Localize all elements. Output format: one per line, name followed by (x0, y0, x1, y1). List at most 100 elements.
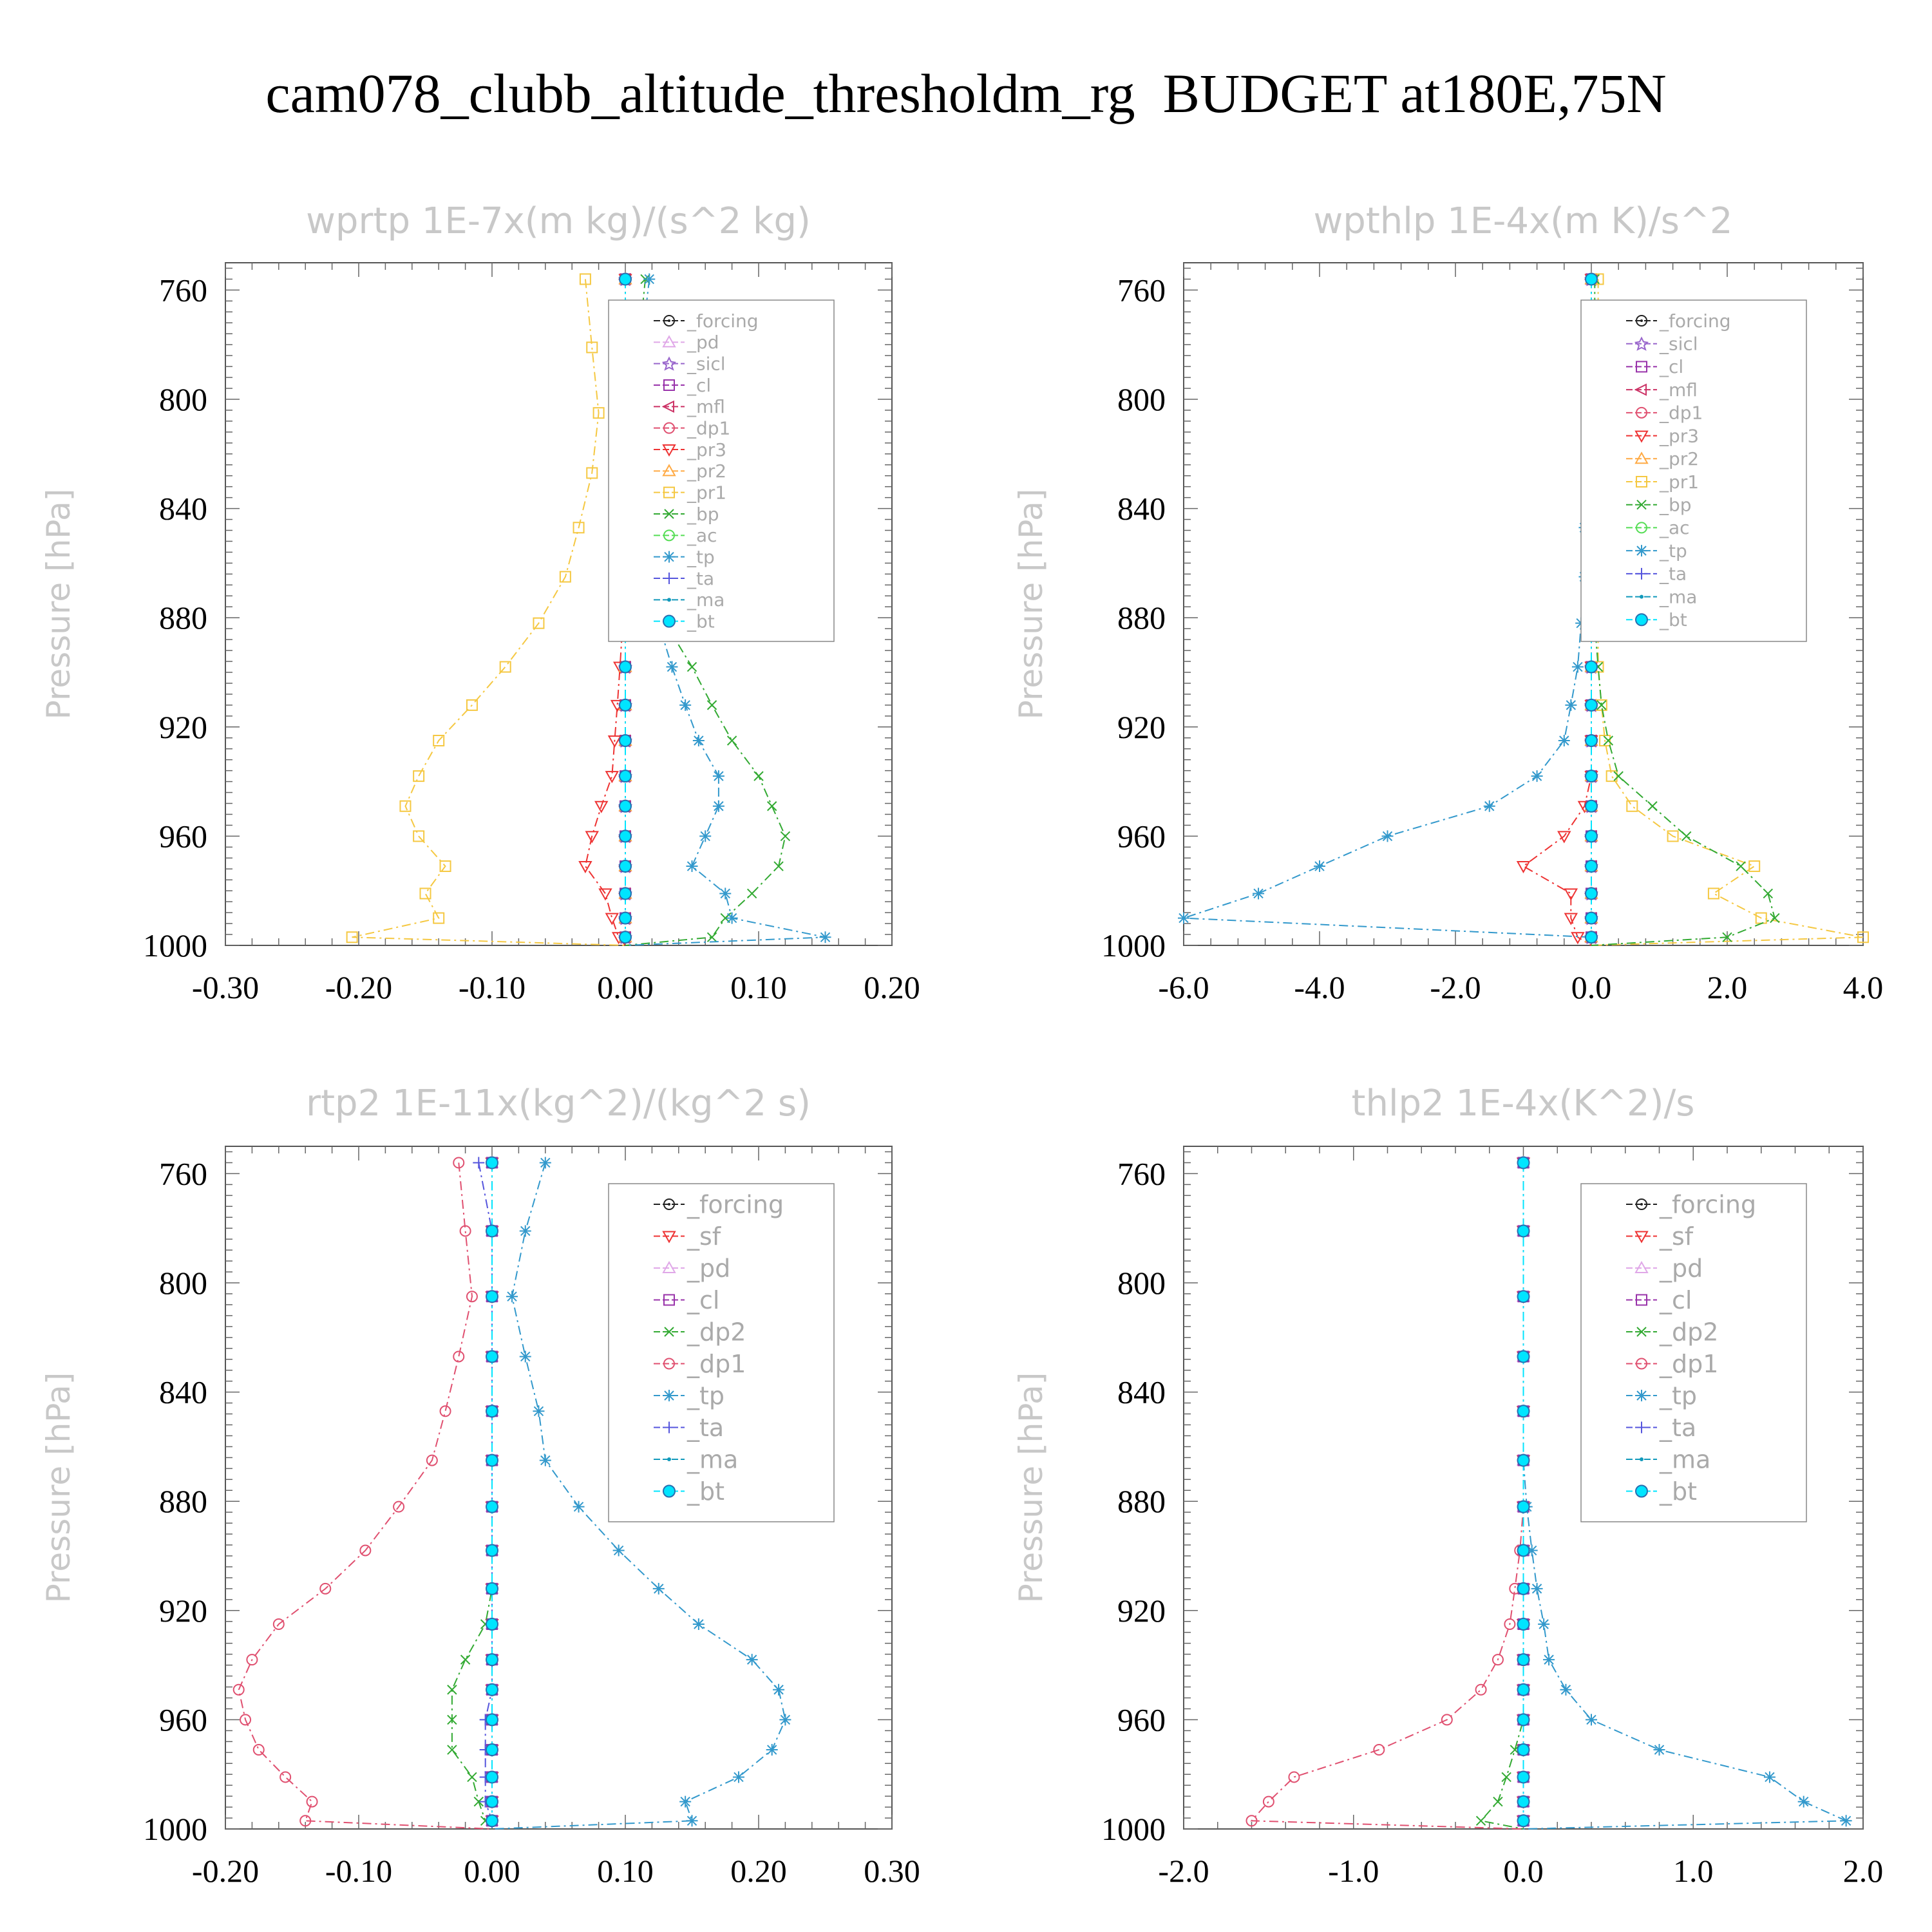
data-point (1543, 1654, 1555, 1666)
data-point (1736, 861, 1746, 871)
data-point (1517, 1500, 1530, 1513)
figure-title: cam078_clubb_altitude_thresholdm_rg BUDG… (265, 62, 1667, 124)
legend-item: _tp (654, 1381, 724, 1410)
data-point (1517, 1653, 1530, 1667)
legend-item: _dp1 (654, 417, 730, 439)
legend-label: _cl (1659, 356, 1683, 377)
data-point (232, 1683, 245, 1696)
data-point (447, 1685, 457, 1695)
data-point (486, 1350, 498, 1363)
data-point (533, 1405, 545, 1417)
data-point (1253, 887, 1265, 900)
data-point (753, 771, 764, 781)
series-line (451, 1162, 493, 1830)
data-point (252, 1744, 265, 1756)
data-point (652, 1582, 665, 1595)
y-tick-label: 960 (159, 818, 207, 854)
data-point (240, 1714, 252, 1726)
legend-item: _sicl (654, 353, 726, 374)
data-point (1493, 1796, 1503, 1807)
panel-title: wprtp 1E-7x(m kg)/(s^2 kg) (306, 200, 811, 242)
data-point (1763, 888, 1774, 899)
plot-frame (1183, 262, 1864, 946)
series-bt (1517, 1156, 1530, 1829)
data-point (1526, 1544, 1538, 1557)
data-point (1178, 912, 1189, 924)
y-tick-label: 760 (159, 272, 207, 308)
y-axis-label: Pressure [hPa] (1012, 489, 1050, 720)
data-point (1585, 770, 1598, 783)
series-ta (473, 1157, 498, 1829)
data-point (1797, 1795, 1810, 1808)
legend-item: _bt (1626, 1477, 1697, 1506)
data-point (726, 912, 738, 924)
data-point (1262, 1795, 1274, 1808)
legend-label: _dp1 (1659, 1350, 1718, 1378)
legend-item: _pr1 (1626, 471, 1699, 493)
data-point (1441, 1714, 1453, 1726)
series-dp2 (1475, 1157, 1529, 1830)
data-point (413, 830, 425, 842)
data-point (439, 1405, 451, 1417)
data-point (686, 860, 698, 873)
x-tick-label: 0.0 (1571, 969, 1612, 1005)
data-point (1647, 801, 1658, 811)
data-point (594, 800, 609, 813)
series-line (1183, 279, 1592, 945)
series-dp2 (447, 1157, 497, 1830)
x-tick-label: -4.0 (1294, 969, 1345, 1005)
data-point (486, 1156, 498, 1170)
legend-item: _ac (654, 525, 717, 546)
x-tick-label: 4.0 (1843, 969, 1884, 1005)
data-point (499, 661, 511, 673)
legend-item: _ma (654, 589, 724, 611)
data-point (447, 1714, 457, 1725)
legend-label: _ma (1659, 1445, 1710, 1473)
legend-label: _forcing (687, 1190, 784, 1218)
data-point (1571, 932, 1585, 945)
legend-label: _ta (1659, 564, 1687, 585)
legend-label: _sf (687, 1222, 722, 1251)
legend-item: _dp1 (1626, 402, 1703, 424)
y-tick-label: 800 (159, 1265, 207, 1301)
data-point (1558, 735, 1570, 746)
legend-item: _bt (654, 1477, 724, 1506)
data-point (486, 1683, 498, 1696)
data-point (1517, 1770, 1530, 1784)
data-point (1517, 1405, 1530, 1418)
legend-label: _bp (1659, 495, 1692, 516)
legend-item: _mfl (1626, 379, 1698, 401)
legend-box (1580, 299, 1807, 642)
data-point (1517, 1224, 1530, 1238)
data-point (466, 1291, 478, 1303)
x-tick-label: 2.0 (1843, 1853, 1884, 1889)
legend-item: _dp2 (1626, 1318, 1718, 1346)
x-tick-label: 0.20 (864, 969, 920, 1005)
legend: _forcing_sicl_cl_mfl_dp1_pr3_pr2_pr1_bp_… (1580, 299, 1807, 642)
legend-label: _ta (1659, 1414, 1696, 1442)
data-point (586, 341, 598, 354)
y-axis-label: Pressure [hPa] (40, 489, 77, 720)
y-tick-label: 840 (1117, 1374, 1166, 1410)
legend-label: _tp (687, 546, 715, 567)
legend-label: _sf (1659, 1222, 1694, 1251)
legend-item: _ma (654, 1445, 738, 1473)
data-point (579, 273, 591, 285)
y-tick-label: 960 (1117, 818, 1166, 854)
plot-frame (225, 1146, 893, 1830)
data-point (486, 1500, 498, 1513)
legend-label: _tp (1659, 1381, 1697, 1410)
legend-item: _sf (1626, 1222, 1694, 1251)
data-point (779, 1714, 791, 1726)
data-point (619, 931, 632, 944)
y-tick-label: 960 (1117, 1701, 1166, 1738)
data-point (746, 888, 757, 899)
data-point (578, 861, 592, 874)
data-point (1517, 1544, 1530, 1557)
x-tick-label: 0.0 (1503, 1853, 1544, 1889)
x-tick-label: 0.30 (864, 1853, 920, 1889)
y-tick-label: 920 (159, 1593, 207, 1629)
data-point (1571, 661, 1584, 673)
legend-label: _tp (687, 1381, 724, 1410)
y-tick-label: 1000 (1101, 927, 1166, 963)
